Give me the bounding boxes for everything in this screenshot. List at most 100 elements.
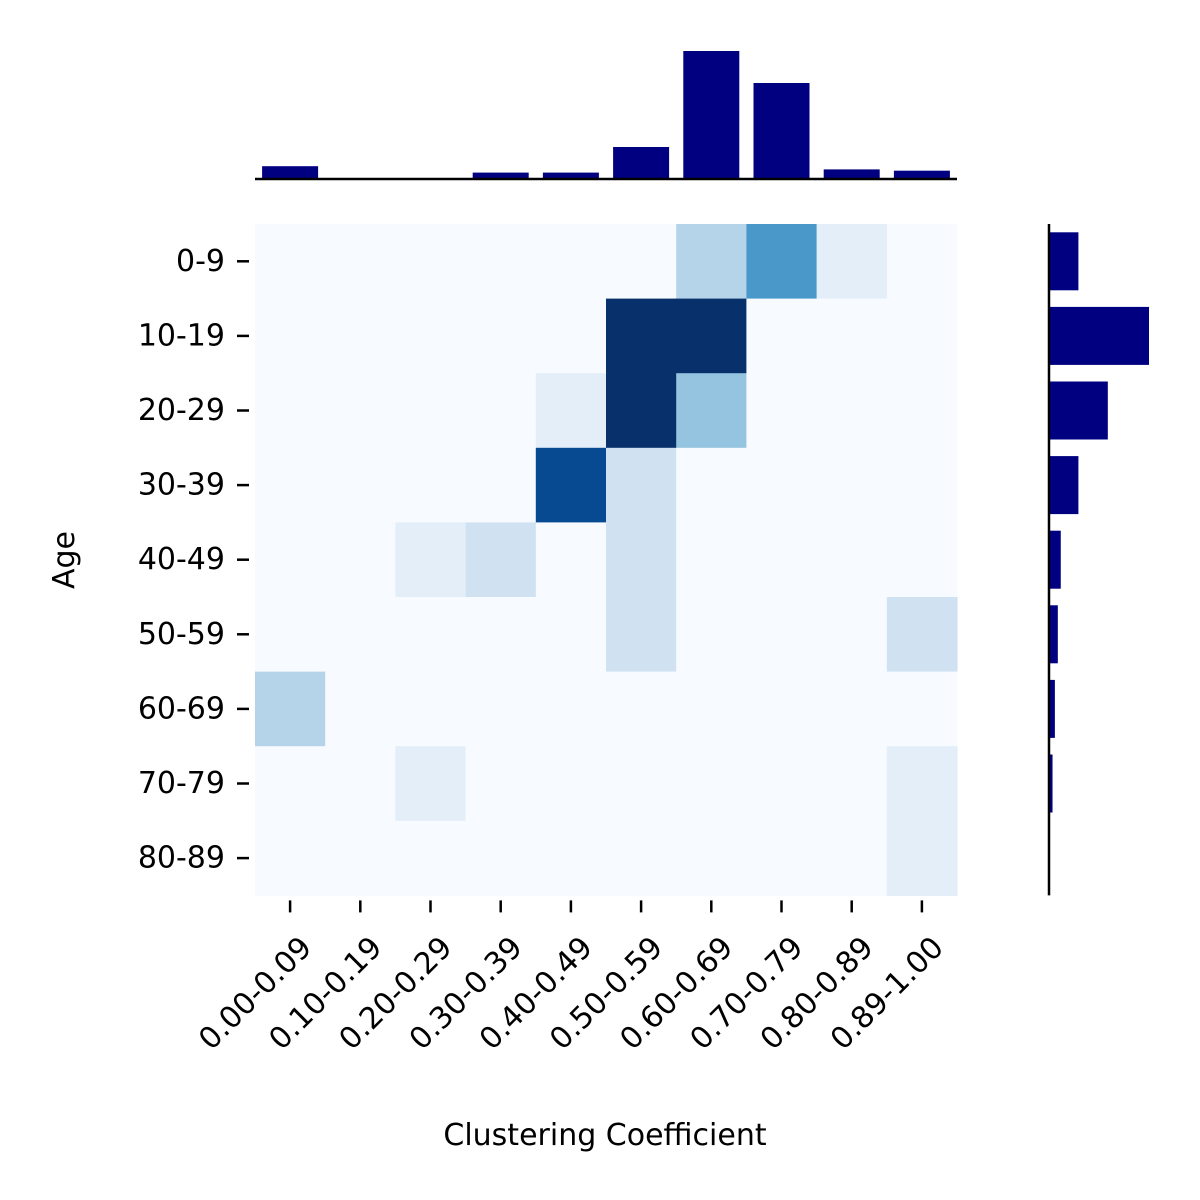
heatmap-cell xyxy=(465,671,537,747)
heatmap-cell xyxy=(816,820,888,896)
heatmap-cell xyxy=(746,597,818,673)
heatmap-cell xyxy=(255,298,326,374)
right-marginal-bar xyxy=(1049,232,1079,291)
heatmap-cell xyxy=(606,224,677,300)
heatmap-cell xyxy=(606,820,677,896)
right-marginal-bar xyxy=(1049,456,1079,515)
heatmap-cell xyxy=(395,224,467,300)
heatmap-cell xyxy=(816,522,888,598)
heatmap-cell xyxy=(325,447,396,523)
heatmap-cell xyxy=(255,447,326,523)
y-tick-label: 40-49 xyxy=(138,542,225,577)
heatmap-cell xyxy=(465,522,537,598)
y-tick-label: 50-59 xyxy=(138,617,225,652)
right-marginal-bar xyxy=(1049,754,1053,813)
heatmap-cell xyxy=(676,820,747,896)
heatmap-cell xyxy=(816,597,888,673)
right-marginal-bar xyxy=(1049,605,1058,664)
heatmap-cell xyxy=(746,522,818,598)
y-tick-label: 80-89 xyxy=(138,841,225,876)
heatmap-cell xyxy=(535,298,607,374)
heatmap-cell xyxy=(676,447,747,523)
heatmap-cell xyxy=(395,298,467,374)
top-marginal-bar xyxy=(472,172,529,179)
heatmap-cell xyxy=(465,597,537,673)
heatmap-cell xyxy=(816,298,888,374)
heatmap-cell xyxy=(465,746,537,822)
heatmap-cell xyxy=(746,224,818,300)
right-marginal-bar xyxy=(1049,306,1149,365)
top-marginal-bar xyxy=(753,83,810,179)
heatmap-cell xyxy=(816,224,888,300)
heatmap-cell xyxy=(535,373,607,449)
heatmap-cell xyxy=(886,373,958,449)
heatmap-cell xyxy=(606,447,677,523)
heatmap-cell xyxy=(606,298,677,374)
heatmap-cell xyxy=(395,746,467,822)
heatmap-cell xyxy=(395,597,467,673)
heatmap-cell xyxy=(325,373,396,449)
heatmap-cell xyxy=(746,447,818,523)
heatmap-cell xyxy=(886,671,958,747)
heatmap-cell xyxy=(606,373,677,449)
heatmap-cell xyxy=(395,447,467,523)
heatmap-cell xyxy=(255,671,326,747)
y-tick-label: 30-39 xyxy=(138,468,225,503)
heatmap-cell xyxy=(325,820,396,896)
heatmap-cell xyxy=(535,671,607,747)
heatmap-cell xyxy=(465,224,537,300)
heatmap-cell xyxy=(676,373,747,449)
heatmap-cell xyxy=(746,298,818,374)
heatmap-cell xyxy=(395,373,467,449)
heatmap-cell xyxy=(816,447,888,523)
heatmap-cell xyxy=(325,671,396,747)
heatmap-cell xyxy=(465,820,537,896)
heatmap-cell xyxy=(325,298,396,374)
x-axis-ticks: 0.00-0.090.10-0.190.20-0.290.30-0.390.40… xyxy=(192,900,951,1057)
x-axis-title: Clustering Coefficient xyxy=(443,1118,766,1153)
heatmap-cell xyxy=(886,298,958,374)
heatmap-cell xyxy=(535,820,607,896)
heatmap-cell xyxy=(255,746,326,822)
right-marginal-bar xyxy=(1049,679,1055,738)
heatmap-cell xyxy=(886,820,958,896)
heatmap-cell xyxy=(606,522,677,598)
heatmap-cell xyxy=(886,224,958,300)
heatmap-cell xyxy=(606,671,677,747)
y-tick-label: 20-29 xyxy=(138,393,225,428)
heatmap-cell xyxy=(535,224,607,300)
top-marginal-bar xyxy=(823,169,880,179)
heatmap-cell xyxy=(535,746,607,822)
heatmap-cell xyxy=(395,522,467,598)
heatmap-cell xyxy=(255,820,326,896)
heatmap-cell xyxy=(886,597,958,673)
heatmap-cell xyxy=(395,671,467,747)
y-axis-title: Age xyxy=(47,531,82,589)
heatmap-cell xyxy=(746,820,818,896)
right-marginal-bar xyxy=(1049,381,1108,440)
heatmap-cell xyxy=(535,447,607,523)
heatmap-cell xyxy=(886,746,958,822)
heatmap-cell xyxy=(676,746,747,822)
heatmap-cell xyxy=(465,447,537,523)
heatmap-cell xyxy=(465,298,537,374)
heatmap-cell xyxy=(535,597,607,673)
right-marginal-histogram xyxy=(1047,224,1149,896)
y-tick-label: 10-19 xyxy=(138,318,225,353)
heatmap-cell xyxy=(465,373,537,449)
y-tick-label: 70-79 xyxy=(138,766,225,801)
heatmap-cell xyxy=(676,224,747,300)
heatmap-cell xyxy=(816,746,888,822)
heatmap-cell xyxy=(746,671,818,747)
heatmap-cell xyxy=(606,746,677,822)
heatmap xyxy=(255,224,958,896)
heatmap-cell xyxy=(816,671,888,747)
y-axis-ticks: 0-9 10-19 20-29 30-39 40-49 50-59 60-69 70-79 80… xyxy=(138,244,249,876)
heatmap-cell xyxy=(325,746,396,822)
heatmap-cell xyxy=(255,597,326,673)
top-marginal-bar xyxy=(542,172,599,179)
heatmap-cell xyxy=(325,522,396,598)
top-marginal-bar xyxy=(613,147,670,179)
heatmap-cell xyxy=(746,746,818,822)
